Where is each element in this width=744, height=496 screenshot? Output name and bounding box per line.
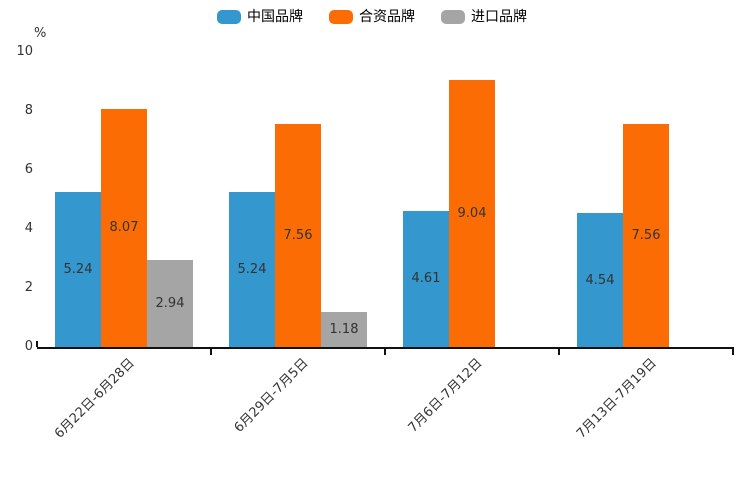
y-tick-label: 8 xyxy=(24,103,33,118)
bar-value-label: 2.94 xyxy=(155,296,185,312)
x-axis-tick xyxy=(210,349,212,355)
y-tick-label: 4 xyxy=(24,221,33,236)
legend-label: 中国品牌 xyxy=(247,9,303,25)
x-category-label: 7月6日-7月12日 xyxy=(405,355,486,436)
y-tick-label: 2 xyxy=(24,280,33,295)
bar-中国品牌-3: 4.54 xyxy=(577,213,623,347)
legend-item-0[interactable]: 中国品牌 xyxy=(217,8,303,26)
x-axis-tick xyxy=(384,349,386,355)
x-axis-line xyxy=(37,347,734,349)
bar-中国品牌-2: 4.61 xyxy=(403,211,449,347)
y-axis-unit-label: % xyxy=(34,26,47,41)
bar-合资品牌-3: 7.56 xyxy=(623,123,669,347)
bar-value-label: 4.54 xyxy=(585,272,615,288)
bar-合资品牌-0: 8.07 xyxy=(101,108,147,347)
legend-item-2[interactable]: 进口品牌 xyxy=(441,8,527,26)
legend-swatch-icon xyxy=(441,10,465,24)
bar-value-label: 1.18 xyxy=(329,322,359,338)
bar-合资品牌-2: 9.04 xyxy=(449,80,495,347)
bar-value-label: 4.61 xyxy=(411,271,441,287)
x-category-label: 6月22日-6月28日 xyxy=(51,355,138,442)
y-tick-label: 6 xyxy=(24,162,33,177)
bar-value-label: 7.56 xyxy=(631,227,661,243)
legend-swatch-icon xyxy=(217,10,241,24)
bar-合资品牌-1: 7.56 xyxy=(275,123,321,347)
bar-value-label: 8.07 xyxy=(109,220,139,236)
x-axis-tick xyxy=(558,349,560,355)
x-axis-tick xyxy=(732,349,734,355)
legend-label: 进口品牌 xyxy=(471,9,527,25)
bar-中国品牌-1: 5.24 xyxy=(229,192,275,347)
legend: 中国品牌 合资品牌 进口品牌 xyxy=(0,8,744,26)
bar-value-label: 9.04 xyxy=(457,206,487,222)
legend-label: 合资品牌 xyxy=(359,9,415,25)
bar-中国品牌-0: 5.24 xyxy=(55,192,101,347)
bar-value-label: 5.24 xyxy=(237,262,267,278)
bar-value-label: 5.24 xyxy=(63,262,93,278)
x-category-label: 7月13日-7月19日 xyxy=(573,355,660,442)
bar-进口品牌-0: 2.94 xyxy=(147,260,193,347)
legend-swatch-icon xyxy=(329,10,353,24)
y-tick-label: 0 xyxy=(24,339,33,354)
bar-进口品牌-1: 1.18 xyxy=(321,312,367,347)
bar-value-label: 7.56 xyxy=(283,227,313,243)
legend-item-1[interactable]: 合资品牌 xyxy=(329,8,415,26)
x-category-label: 6月29日-7月5日 xyxy=(231,355,312,436)
y-tick-label: 10 xyxy=(16,44,33,59)
x-axis-tick xyxy=(36,341,38,347)
